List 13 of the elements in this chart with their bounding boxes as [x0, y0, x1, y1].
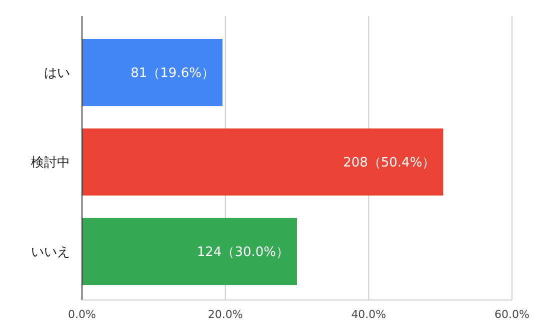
- bar: [82, 38, 222, 106]
- x-tick-label: 60.0%: [494, 308, 530, 321]
- bar: [82, 218, 297, 286]
- x-tick-label: 0.0%: [68, 308, 96, 321]
- data-label: 208（50.4%）: [343, 156, 436, 171]
- y-tick-label: 検討中: [31, 156, 70, 171]
- x-tick-label: 20.0%: [208, 308, 243, 321]
- x-tick-label: 40.0%: [351, 308, 386, 321]
- y-tick-label: はい: [44, 66, 70, 82]
- data-label: 124（30.0%）: [196, 245, 289, 260]
- bar: [82, 128, 444, 196]
- data-label: 81（19.6%）: [130, 66, 214, 82]
- y-tick-label: いいえ: [31, 245, 70, 260]
